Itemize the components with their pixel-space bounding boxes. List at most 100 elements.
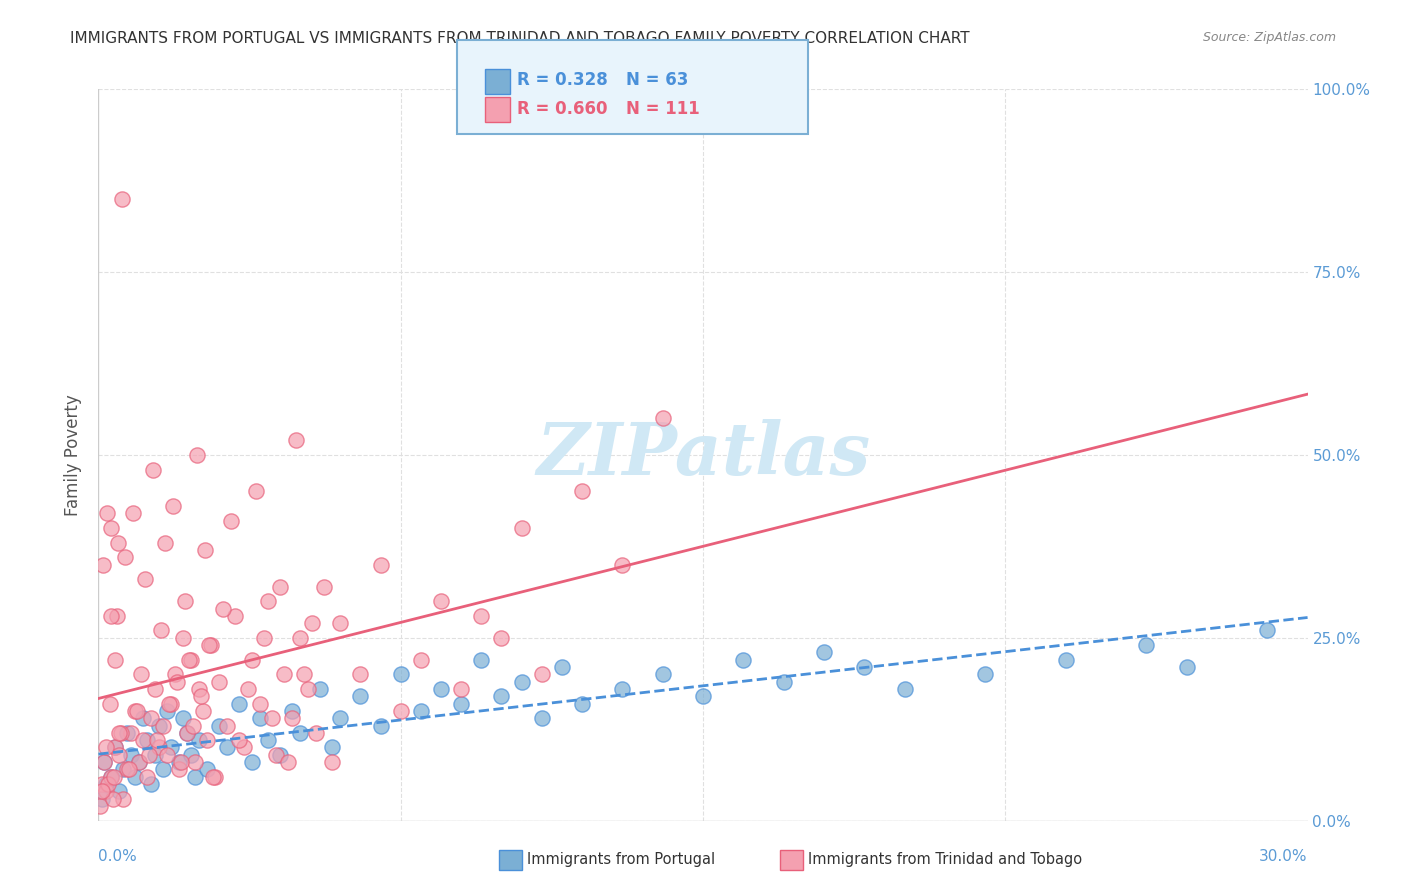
Point [179, 653, 201, 667]
Point [974, 667, 997, 681]
Point [277, 755, 299, 769]
Point [153, 535, 176, 549]
Point [128, 755, 150, 769]
Point [813, 645, 835, 659]
Point [146, 733, 169, 747]
Point [100, 770, 122, 784]
Point [152, 763, 174, 777]
Point [101, 791, 124, 805]
Point [104, 653, 127, 667]
Point [530, 711, 553, 725]
Point [111, 763, 134, 777]
Point [176, 726, 198, 740]
Point [120, 726, 142, 740]
Point [96, 507, 118, 521]
Point [269, 747, 291, 762]
Text: R = 0.328: R = 0.328 [517, 71, 609, 89]
Text: IMMIGRANTS FROM PORTUGAL VS IMMIGRANTS FROM TRINIDAD AND TOBAGO FAMILY POVERTY C: IMMIGRANTS FROM PORTUGAL VS IMMIGRANTS F… [70, 31, 970, 46]
Point [89, 799, 111, 814]
Point [107, 535, 129, 549]
Point [114, 550, 136, 565]
Point [297, 681, 319, 696]
Point [163, 667, 186, 681]
Point [893, 681, 915, 696]
Point [188, 681, 211, 696]
Point [139, 711, 162, 725]
Point [90, 784, 112, 798]
Point [93, 755, 115, 769]
Text: Immigrants from Portugal: Immigrants from Portugal [527, 853, 716, 867]
Point [103, 770, 125, 784]
Point [208, 718, 231, 732]
Point [103, 740, 125, 755]
Point [115, 726, 138, 740]
Point [128, 755, 150, 769]
Point [105, 608, 128, 623]
Point [107, 784, 129, 798]
Point [202, 770, 225, 784]
Point [124, 704, 146, 718]
Text: N = 111: N = 111 [626, 100, 699, 118]
Point [470, 653, 492, 667]
Point [110, 726, 132, 740]
Point [121, 507, 143, 521]
Point [571, 484, 593, 499]
Point [409, 653, 432, 667]
Point [98, 697, 121, 711]
Point [160, 740, 183, 755]
Point [91, 558, 114, 572]
Point [125, 704, 148, 718]
Point [288, 631, 311, 645]
Point [156, 747, 179, 762]
Point [284, 434, 307, 448]
Point [389, 667, 412, 681]
Point [733, 653, 755, 667]
Point [132, 733, 155, 747]
Point [240, 755, 263, 769]
Point [249, 711, 271, 725]
Point [96, 777, 118, 791]
Point [103, 740, 125, 755]
Point [1054, 653, 1077, 667]
Point [142, 462, 165, 476]
Point [281, 704, 304, 718]
Point [305, 726, 328, 740]
Point [100, 608, 122, 623]
Point [510, 674, 533, 689]
Text: ZIPatlas: ZIPatlas [536, 419, 870, 491]
Point [491, 631, 513, 645]
Point [370, 558, 392, 572]
Point [96, 784, 118, 798]
Point [245, 484, 267, 499]
Point [162, 499, 184, 513]
Point [170, 755, 193, 769]
Point [190, 690, 212, 704]
Point [193, 704, 215, 718]
Point [281, 711, 304, 725]
Point [93, 755, 115, 769]
Point [176, 726, 198, 740]
Point [470, 608, 492, 623]
Point [551, 660, 574, 674]
Point [273, 667, 295, 681]
Point [167, 755, 190, 769]
Point [288, 726, 311, 740]
Point [134, 572, 156, 586]
Point [349, 667, 371, 681]
Point [143, 747, 166, 762]
Point [221, 514, 243, 528]
Point [184, 755, 207, 769]
Point [301, 616, 323, 631]
Point [321, 755, 343, 769]
Text: Source: ZipAtlas.com: Source: ZipAtlas.com [1202, 31, 1336, 45]
Text: Immigrants from Trinidad and Tobago: Immigrants from Trinidad and Tobago [808, 853, 1083, 867]
Point [149, 624, 172, 638]
Point [195, 763, 218, 777]
Text: R = 0.660: R = 0.660 [517, 100, 607, 118]
Point [491, 690, 513, 704]
Point [174, 594, 197, 608]
Point [172, 711, 194, 725]
Point [194, 543, 217, 558]
Point [132, 711, 155, 725]
Point [157, 697, 180, 711]
